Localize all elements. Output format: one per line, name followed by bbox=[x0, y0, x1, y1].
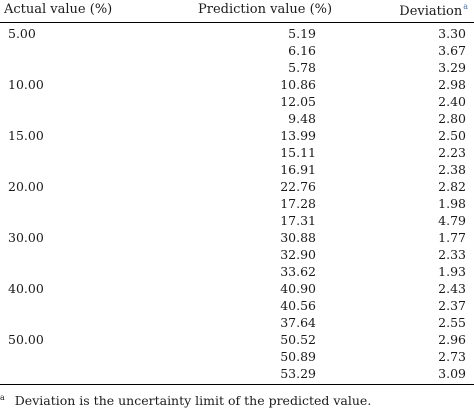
table-row: 30.00 30.88 1.77 bbox=[0, 230, 474, 247]
cell-prediction-value: 22.76 bbox=[280, 179, 316, 194]
header-deviation: Deviationa bbox=[399, 2, 468, 19]
cell-prediction-value: 15.11 bbox=[280, 145, 316, 160]
cell-deviation: 3.30 bbox=[438, 26, 466, 41]
cell-deviation: 3.67 bbox=[438, 43, 466, 58]
table-row: 12.05 2.40 bbox=[0, 94, 474, 111]
cell-prediction-value: 50.52 bbox=[280, 332, 316, 347]
table-row: 50.89 2.73 bbox=[0, 349, 474, 366]
cell-prediction-value: 32.90 bbox=[280, 247, 316, 262]
table-row: 33.62 1.93 bbox=[0, 264, 474, 281]
cell-prediction-value: 16.91 bbox=[280, 162, 316, 177]
cell-deviation: 2.55 bbox=[438, 315, 466, 330]
cell-prediction-value: 5.78 bbox=[288, 60, 316, 75]
cell-actual-value: 15.00 bbox=[8, 128, 44, 143]
footnote-marker: a bbox=[0, 393, 5, 402]
table-row: 5.00 5.19 3.30 bbox=[0, 26, 474, 43]
table-row: 5.78 3.29 bbox=[0, 60, 474, 77]
cell-prediction-value: 12.05 bbox=[280, 94, 316, 109]
table-row: 53.29 3.09 bbox=[0, 366, 474, 383]
cell-deviation: 2.37 bbox=[438, 298, 466, 313]
cell-deviation: 1.93 bbox=[438, 264, 466, 279]
cell-deviation: 2.50 bbox=[438, 128, 466, 143]
cell-prediction-value: 53.29 bbox=[280, 366, 316, 381]
cell-prediction-value: 5.19 bbox=[288, 26, 316, 41]
cell-actual-value: 30.00 bbox=[8, 230, 44, 245]
cell-prediction-value: 37.64 bbox=[280, 315, 316, 330]
cell-prediction-value: 33.62 bbox=[280, 264, 316, 279]
cell-prediction-value: 6.16 bbox=[288, 43, 316, 58]
cell-deviation: 1.77 bbox=[438, 230, 466, 245]
cell-deviation: 2.40 bbox=[438, 94, 466, 109]
table-row: 17.28 1.98 bbox=[0, 196, 474, 213]
table-row: 15.00 13.99 2.50 bbox=[0, 128, 474, 145]
cell-deviation: 3.29 bbox=[438, 60, 466, 75]
cell-actual-value: 10.00 bbox=[8, 77, 44, 92]
cell-deviation: 2.73 bbox=[438, 349, 466, 364]
cell-deviation: 2.23 bbox=[438, 145, 466, 160]
cell-deviation: 2.80 bbox=[438, 111, 466, 126]
cell-prediction-value: 17.28 bbox=[280, 196, 316, 211]
cell-deviation: 2.38 bbox=[438, 162, 466, 177]
header-prediction-value: Prediction value (%) bbox=[198, 2, 333, 17]
table-header: Actual value (%) Prediction value (%) De… bbox=[0, 0, 474, 22]
table-row: 16.91 2.38 bbox=[0, 162, 474, 179]
header-deviation-footnote-marker: a bbox=[463, 2, 468, 11]
cell-prediction-value: 50.89 bbox=[280, 349, 316, 364]
table-row: 50.00 50.52 2.96 bbox=[0, 332, 474, 349]
header-deviation-label: Deviation bbox=[399, 4, 463, 19]
table-row: 15.11 2.23 bbox=[0, 145, 474, 162]
table-row: 20.00 22.76 2.82 bbox=[0, 179, 474, 196]
footnote-text: Deviation is the uncertainty limit of th… bbox=[14, 393, 372, 408]
cell-actual-value: 50.00 bbox=[8, 332, 44, 347]
table-row: 6.16 3.67 bbox=[0, 43, 474, 60]
table-row: 17.31 4.79 bbox=[0, 213, 474, 230]
cell-deviation: 1.98 bbox=[438, 196, 466, 211]
cell-prediction-value: 40.56 bbox=[280, 298, 316, 313]
cell-prediction-value: 10.86 bbox=[280, 77, 316, 92]
table-row: 10.00 10.86 2.98 bbox=[0, 77, 474, 94]
header-actual-value: Actual value (%) bbox=[4, 2, 113, 17]
cell-deviation: 2.82 bbox=[438, 179, 466, 194]
cell-prediction-value: 30.88 bbox=[280, 230, 316, 245]
cell-deviation: 2.33 bbox=[438, 247, 466, 262]
cell-actual-value: 5.00 bbox=[8, 26, 36, 41]
table-row: 40.00 40.90 2.43 bbox=[0, 281, 474, 298]
table-row: 37.64 2.55 bbox=[0, 315, 474, 332]
table-row: 32.90 2.33 bbox=[0, 247, 474, 264]
table-footnote: a Deviation is the uncertainty limit of t… bbox=[0, 393, 474, 408]
cell-deviation: 2.96 bbox=[438, 332, 466, 347]
cell-prediction-value: 17.31 bbox=[280, 213, 316, 228]
cell-prediction-value: 40.90 bbox=[280, 281, 316, 296]
table-row: 9.48 2.80 bbox=[0, 111, 474, 128]
cell-deviation: 2.98 bbox=[438, 77, 466, 92]
cell-deviation: 3.09 bbox=[438, 366, 466, 381]
table-row: 40.56 2.37 bbox=[0, 298, 474, 315]
cell-prediction-value: 13.99 bbox=[280, 128, 316, 143]
bottom-rule bbox=[0, 384, 474, 385]
cell-deviation: 4.79 bbox=[438, 213, 466, 228]
cell-actual-value: 20.00 bbox=[8, 179, 44, 194]
header-rule bbox=[0, 22, 474, 23]
cell-prediction-value: 9.48 bbox=[288, 111, 316, 126]
cell-actual-value: 40.00 bbox=[8, 281, 44, 296]
cell-deviation: 2.43 bbox=[438, 281, 466, 296]
